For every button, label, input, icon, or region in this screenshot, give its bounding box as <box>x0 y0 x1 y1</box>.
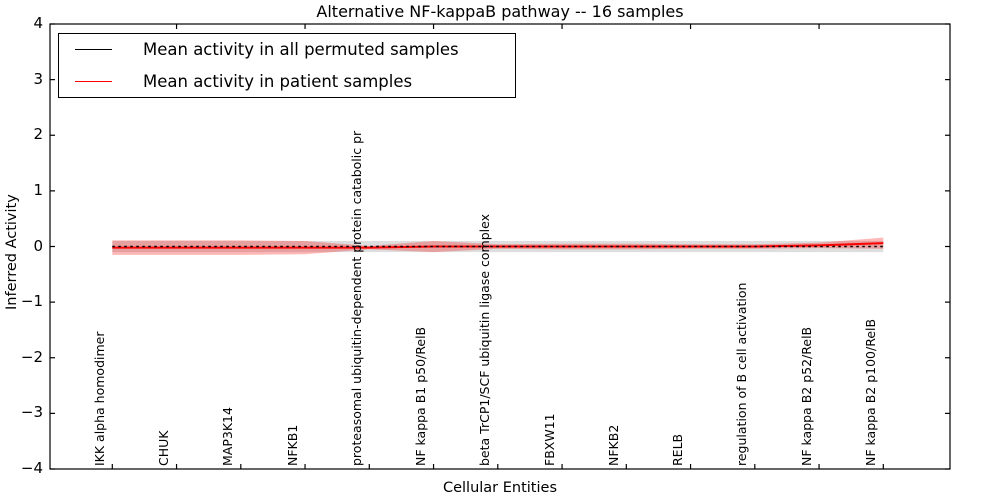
y-tick-label: −2 <box>20 347 43 366</box>
x-tick-label: RELB <box>670 433 686 466</box>
y-tick-label: 3 <box>33 69 43 88</box>
x-tick-label: beta TrCP1/SCF ubiquitin ligase complex <box>477 214 493 466</box>
y-tick-label: 0 <box>33 236 43 255</box>
y-axis-label: Inferred Activity <box>4 194 20 310</box>
y-tick-label: 1 <box>33 180 43 199</box>
legend: Mean activity in all permuted samples Me… <box>58 33 516 98</box>
x-tick-label: NF kappa B1 p50/RelB <box>413 326 429 466</box>
x-tick-label: FBXW11 <box>541 413 557 466</box>
y-tick-label: 4 <box>33 14 43 32</box>
legend-item-label: Mean activity in patient samples <box>143 71 413 91</box>
x-tick-label: NF kappa B2 p100/RelB <box>862 318 878 466</box>
y-tick-label: −4 <box>20 459 43 477</box>
x-tick-label: NFKB2 <box>605 424 621 466</box>
x-tick-label: proteasomal ubiquitin-dependent protein … <box>348 130 364 466</box>
x-tick-label: regulation of B cell activation <box>734 282 750 466</box>
permuted-line-sample-icon <box>75 49 112 51</box>
x-tick-label: NFKB1 <box>284 424 300 466</box>
x-tick-label: IKK alpha homodimer <box>91 331 107 467</box>
legend-item-permuted: Mean activity in all permuted samples <box>59 35 515 65</box>
x-tick-label: MAP3K14 <box>220 407 236 466</box>
legend-item-patient: Mean activity in patient samples <box>59 66 515 96</box>
legend-item-label: Mean activity in all permuted samples <box>143 40 459 60</box>
patient-line-sample-icon <box>75 80 112 82</box>
x-axis-label: Cellular Entities <box>442 480 558 496</box>
y-tick-label: −1 <box>20 292 43 311</box>
chart-title: Alternative NF-kappaB pathway -- 16 samp… <box>316 2 684 21</box>
x-tick-label: CHUK <box>156 430 172 466</box>
y-tick-label: 2 <box>33 125 43 144</box>
y-tick-label: −3 <box>20 403 43 422</box>
x-tick-label: NF kappa B2 p52/RelB <box>798 326 814 466</box>
